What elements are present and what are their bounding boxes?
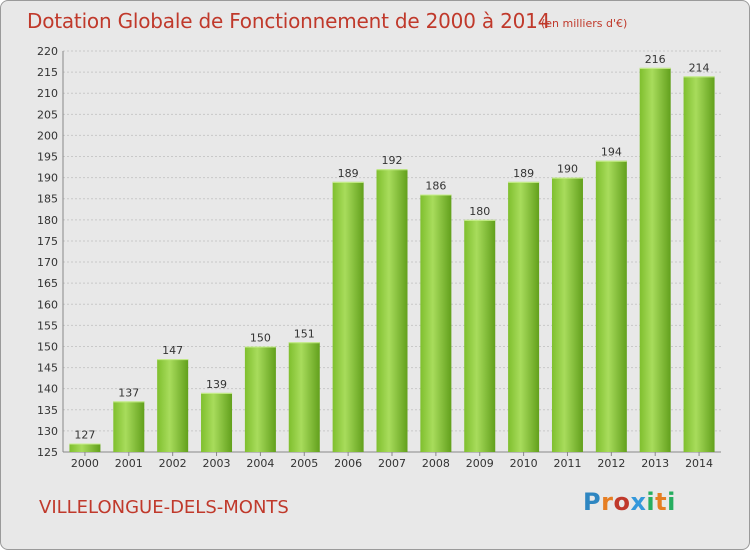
x-tick-label: 2005 bbox=[290, 457, 318, 470]
bar bbox=[376, 169, 408, 453]
x-tick-label: 2000 bbox=[71, 457, 99, 470]
y-tick-label: 170 bbox=[37, 256, 58, 269]
logo-letter: o bbox=[613, 488, 631, 516]
value-label: 189 bbox=[338, 167, 359, 180]
bar bbox=[551, 177, 583, 452]
y-tick-label: 205 bbox=[37, 108, 58, 121]
bar bbox=[244, 346, 276, 452]
y-tick-label: 130 bbox=[37, 425, 58, 438]
value-label: 194 bbox=[601, 146, 622, 159]
logo-letter: P bbox=[583, 488, 602, 516]
bar bbox=[595, 160, 627, 452]
value-label: 214 bbox=[689, 61, 710, 74]
y-tick-label: 215 bbox=[37, 66, 58, 79]
logo-letter: r bbox=[601, 488, 614, 516]
x-tick-label: 2013 bbox=[641, 457, 669, 470]
bar bbox=[113, 401, 145, 452]
x-tick-label: 2009 bbox=[466, 457, 494, 470]
logo-letter: t bbox=[655, 488, 668, 516]
value-label: 180 bbox=[469, 205, 490, 218]
value-label: 127 bbox=[74, 429, 95, 442]
value-label: 190 bbox=[557, 163, 578, 176]
y-tick-label: 190 bbox=[37, 172, 58, 185]
value-label: 186 bbox=[425, 180, 446, 193]
value-label: 192 bbox=[382, 154, 403, 167]
value-label: 189 bbox=[513, 167, 534, 180]
value-label: 137 bbox=[118, 386, 139, 399]
value-label: 139 bbox=[206, 378, 227, 391]
y-tick-label: 160 bbox=[37, 298, 58, 311]
x-tick-label: 2003 bbox=[203, 457, 231, 470]
x-tick-label: 2002 bbox=[159, 457, 187, 470]
y-tick-label: 125 bbox=[37, 446, 58, 459]
logo-letter: i bbox=[667, 488, 676, 516]
y-tick-label: 150 bbox=[37, 340, 58, 353]
y-tick-label: 180 bbox=[37, 214, 58, 227]
bar bbox=[157, 359, 189, 452]
x-tick-label: 2001 bbox=[115, 457, 143, 470]
bar bbox=[420, 194, 452, 452]
bar bbox=[464, 219, 496, 452]
bars bbox=[69, 67, 715, 453]
value-labels: 127 137 147 139 150 151 189 192 186 180 189 190 194 2… bbox=[74, 53, 709, 442]
x-tick-label: 2012 bbox=[597, 457, 625, 470]
value-label: 216 bbox=[645, 53, 666, 66]
y-tick-label: 140 bbox=[37, 383, 58, 396]
x-tick-label: 2006 bbox=[334, 457, 362, 470]
y-tick-label: 155 bbox=[37, 319, 58, 332]
x-tick-label: 2004 bbox=[246, 457, 274, 470]
bar bbox=[332, 181, 364, 452]
bar bbox=[288, 342, 320, 452]
x-tick-label: 2008 bbox=[422, 457, 450, 470]
y-tick-label: 200 bbox=[37, 129, 58, 142]
y-tick-label: 135 bbox=[37, 404, 58, 417]
value-label: 147 bbox=[162, 344, 183, 357]
bar bbox=[69, 443, 101, 452]
proxiti-logo: Proxiti bbox=[583, 488, 676, 516]
y-tick-label: 145 bbox=[37, 362, 58, 375]
bar bbox=[639, 67, 671, 452]
y-tick-label: 220 bbox=[37, 45, 58, 58]
chart-title: Dotation Globale de Fonctionnement de 20… bbox=[27, 9, 551, 33]
bar bbox=[683, 76, 715, 452]
y-tick-label: 210 bbox=[37, 87, 58, 100]
y-tick-label: 165 bbox=[37, 277, 58, 290]
y-tick-label: 175 bbox=[37, 235, 58, 248]
x-tick-label: 2007 bbox=[378, 457, 406, 470]
logo-letter: x bbox=[630, 488, 647, 516]
y-tick-label: 185 bbox=[37, 193, 58, 206]
x-tick-label: 2014 bbox=[685, 457, 713, 470]
value-label: 151 bbox=[294, 327, 315, 340]
axes: 125 130 135 140 145 150 155 160 165 170 175 180 185 1… bbox=[37, 45, 721, 470]
x-tick-label: 2010 bbox=[510, 457, 538, 470]
bar bbox=[201, 392, 233, 452]
value-label: 150 bbox=[250, 331, 271, 344]
logo-letter: i bbox=[646, 488, 656, 516]
y-tick-label: 195 bbox=[37, 151, 58, 164]
bar bbox=[508, 181, 540, 452]
commune-name: VILLELONGUE-DELS-MONTS bbox=[39, 497, 289, 518]
x-tick-label: 2011 bbox=[553, 457, 581, 470]
chart-subtitle: (en milliers d'€) bbox=[541, 17, 628, 30]
